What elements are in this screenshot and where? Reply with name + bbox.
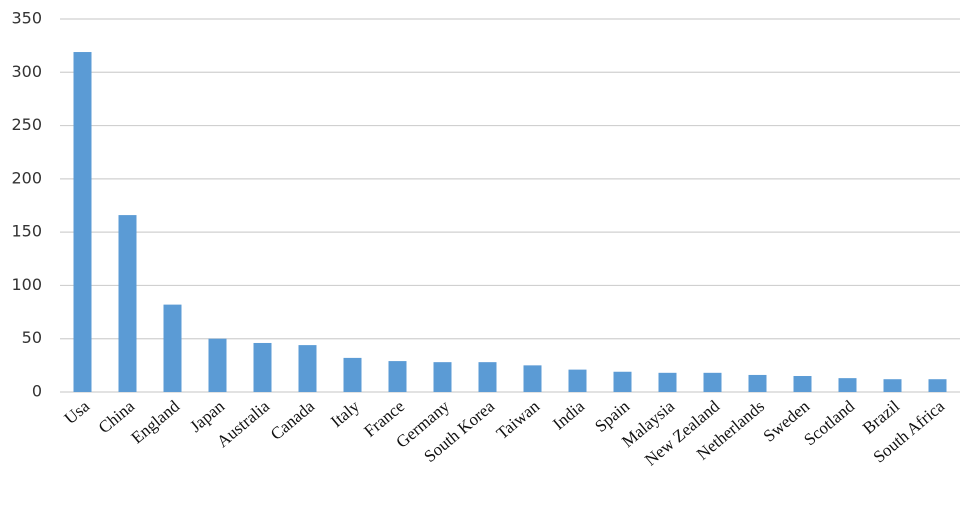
bar xyxy=(478,362,497,392)
bar xyxy=(883,379,902,392)
bar xyxy=(253,342,272,392)
y-tick-label: 100 xyxy=(11,275,42,294)
x-tick-label: Italy xyxy=(327,396,363,431)
bar xyxy=(748,374,767,392)
bar xyxy=(343,357,362,392)
x-tick-label: England xyxy=(127,396,183,447)
bar xyxy=(613,371,632,392)
bar xyxy=(118,215,137,392)
bar xyxy=(568,369,587,392)
bar xyxy=(298,345,317,392)
bar xyxy=(928,379,947,392)
x-tick-label: Usa xyxy=(61,396,94,428)
y-tick-label: 300 xyxy=(11,62,42,81)
x-tick-label: Taiwan xyxy=(493,396,544,443)
bar xyxy=(73,52,92,393)
y-tick-label: 50 xyxy=(22,328,42,347)
y-tick-label: 150 xyxy=(11,222,42,241)
x-tick-label: Scotland xyxy=(800,396,858,449)
bar xyxy=(208,338,227,392)
bar xyxy=(703,372,722,392)
x-tick-label: Canada xyxy=(267,396,319,444)
bar xyxy=(163,304,182,392)
bar xyxy=(523,365,542,392)
bar xyxy=(658,372,677,392)
bar xyxy=(838,378,857,392)
bar xyxy=(433,362,452,392)
y-tick-label: 200 xyxy=(11,168,42,187)
y-tick-label: 350 xyxy=(11,9,42,28)
y-tick-label: 0 xyxy=(32,382,42,401)
bar xyxy=(388,361,407,392)
y-tick-label: 250 xyxy=(11,115,42,134)
bar xyxy=(793,376,812,392)
x-tick-label: India xyxy=(549,396,588,433)
